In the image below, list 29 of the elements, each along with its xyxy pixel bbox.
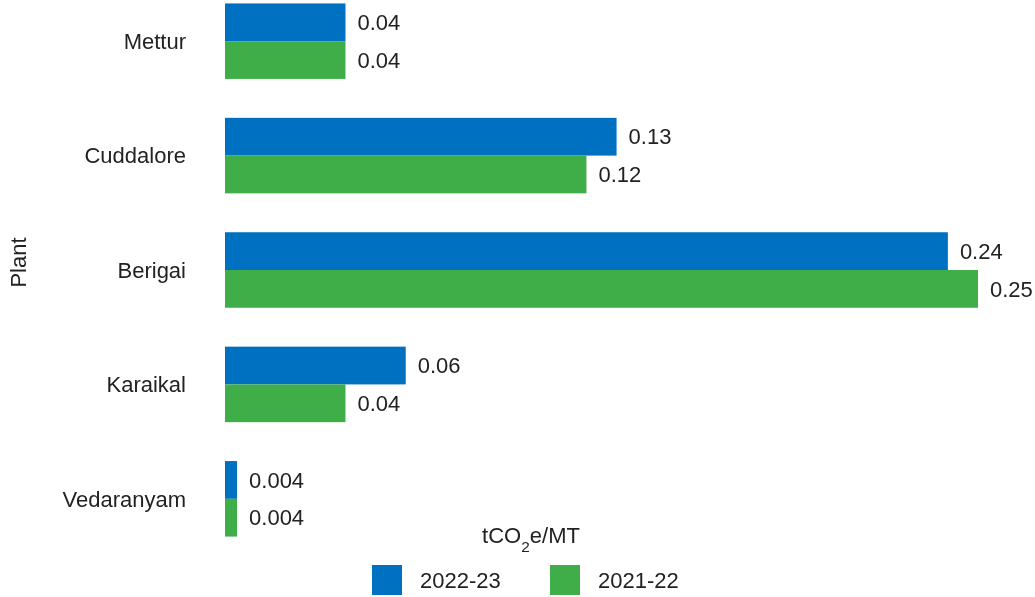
data-label: 0.13: [628, 124, 672, 150]
y-axis-title: Plant: [6, 237, 31, 288]
bar: [225, 461, 238, 499]
bar: [225, 498, 238, 537]
y-tick-label: Mettur: [123, 28, 186, 54]
data-label: 0.24: [959, 238, 1003, 264]
data-label: 0.12: [598, 162, 642, 188]
y-tick-label: Vedaranyam: [62, 486, 186, 512]
bar: [225, 346, 406, 385]
data-label: 0.06: [417, 353, 461, 379]
y-tick-label: Cuddalore: [84, 143, 186, 169]
y-tick-label: Karaikal: [106, 372, 186, 398]
data-label: 0.04: [357, 390, 401, 416]
legend-label: 2021-22: [598, 567, 679, 593]
bar: [225, 3, 346, 42]
bar: [225, 270, 978, 308]
data-label: 0.25: [990, 276, 1033, 302]
legend-label: 2022-23: [420, 567, 501, 593]
data-label: 0.004: [249, 467, 305, 493]
data-label: 0.04: [357, 10, 401, 36]
bar: [225, 155, 587, 194]
x-axis-title: tCO$_{2}$e/MT: [482, 523, 580, 555]
data-label: 0.004: [249, 505, 305, 531]
bar: [225, 41, 346, 79]
bar: [225, 232, 948, 270]
bar: [225, 384, 346, 423]
data-label: 0.04: [357, 47, 401, 73]
bar: [225, 117, 617, 156]
y-tick-label: Berigai: [117, 257, 186, 283]
